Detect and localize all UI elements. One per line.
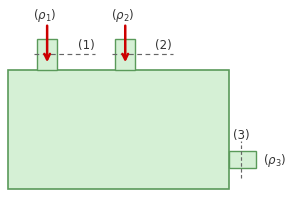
Bar bbox=[115, 39, 135, 70]
Text: (3): (3) bbox=[233, 129, 249, 142]
Text: (1): (1) bbox=[78, 39, 95, 52]
Text: (2): (2) bbox=[155, 39, 172, 52]
Text: $(\rho_1)$: $(\rho_1)$ bbox=[33, 7, 56, 24]
Bar bbox=[37, 39, 57, 70]
Bar bbox=[229, 151, 256, 168]
Bar bbox=[8, 70, 229, 189]
Text: $(\rho_2)$: $(\rho_2)$ bbox=[111, 7, 134, 24]
Text: $(\rho_3)$: $(\rho_3)$ bbox=[263, 152, 286, 169]
